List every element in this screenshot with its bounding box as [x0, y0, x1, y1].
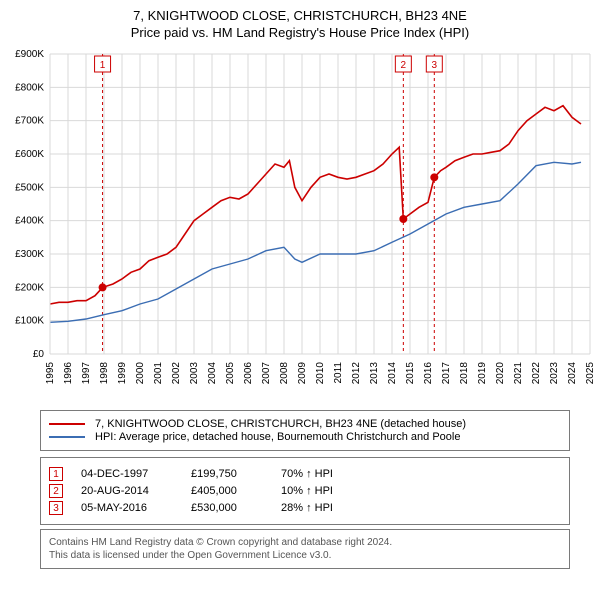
svg-text:£900K: £900K — [15, 49, 44, 60]
svg-text:1996: 1996 — [63, 362, 74, 385]
event-delta: 10% ↑ HPI — [281, 485, 333, 497]
svg-text:1999: 1999 — [117, 362, 128, 385]
page: 7, KNIGHTWOOD CLOSE, CHRISTCHURCH, BH23 … — [0, 0, 600, 569]
events-table: 1 04-DEC-1997£199,75070% ↑ HPI 2 20-AUG-201… — [40, 457, 570, 525]
svg-text:2006: 2006 — [243, 362, 254, 385]
svg-text:2019: 2019 — [477, 362, 488, 385]
svg-text:2015: 2015 — [405, 362, 416, 385]
event-delta: 28% ↑ HPI — [281, 502, 333, 514]
chart-svg: £0 £100K £200K £300K £400K £500K £600K £700K £80… — [0, 44, 600, 404]
event-price: £530,000 — [191, 502, 281, 514]
svg-text:£0: £0 — [33, 349, 45, 360]
event-price: £199,750 — [191, 468, 281, 480]
event-row: 2 20-AUG-2014£405,00010% ↑ HPI — [49, 484, 561, 498]
svg-text:2014: 2014 — [387, 362, 398, 385]
svg-text:2009: 2009 — [297, 362, 308, 385]
svg-text:2023: 2023 — [549, 362, 560, 385]
chart: £0 £100K £200K £300K £400K £500K £600K £700K £80… — [0, 44, 600, 404]
event-price: £405,000 — [191, 485, 281, 497]
svg-text:£200K: £200K — [15, 282, 44, 293]
svg-text:2001: 2001 — [153, 362, 164, 385]
event-marker: 3 — [49, 501, 63, 515]
svg-text:2013: 2013 — [369, 362, 380, 385]
legend-label: HPI: Average price, detached house, Bour… — [95, 431, 460, 443]
legend-label: 7, KNIGHTWOOD CLOSE, CHRISTCHURCH, BH23 … — [95, 418, 466, 430]
svg-text:£500K: £500K — [15, 182, 44, 193]
event-row: 3 05-MAY-2016£530,00028% ↑ HPI — [49, 501, 561, 515]
svg-text:£800K: £800K — [15, 82, 44, 93]
event-row: 1 04-DEC-1997£199,75070% ↑ HPI — [49, 467, 561, 481]
event-marker: 2 — [49, 484, 63, 498]
svg-text:2008: 2008 — [279, 362, 290, 385]
svg-text:1998: 1998 — [99, 362, 110, 385]
svg-text:£600K: £600K — [15, 149, 44, 160]
svg-text:2007: 2007 — [261, 362, 272, 385]
svg-text:2000: 2000 — [135, 362, 146, 385]
svg-text:£100K: £100K — [15, 316, 44, 327]
svg-text:£300K: £300K — [15, 249, 44, 260]
legend-swatch — [49, 436, 85, 438]
svg-text:2011: 2011 — [333, 362, 344, 384]
svg-text:2010: 2010 — [315, 362, 326, 385]
svg-text:£700K: £700K — [15, 116, 44, 127]
svg-text:1: 1 — [100, 60, 106, 71]
legend-row: HPI: Average price, detached house, Bour… — [49, 431, 561, 443]
svg-text:2021: 2021 — [513, 362, 524, 385]
svg-text:2004: 2004 — [207, 362, 218, 385]
svg-text:2002: 2002 — [171, 362, 182, 385]
event-date: 04-DEC-1997 — [81, 468, 191, 480]
svg-text:2017: 2017 — [441, 362, 452, 385]
svg-text:£400K: £400K — [15, 216, 44, 227]
event-delta: 70% ↑ HPI — [281, 468, 333, 480]
title-line2: Price paid vs. HM Land Registry's House … — [10, 25, 590, 40]
event-date: 20-AUG-2014 — [81, 485, 191, 497]
legend-row: 7, KNIGHTWOOD CLOSE, CHRISTCHURCH, BH23 … — [49, 418, 561, 430]
svg-text:1997: 1997 — [81, 362, 92, 385]
footer-line2: This data is licensed under the Open Gov… — [49, 549, 561, 562]
legend-swatch — [49, 423, 85, 425]
svg-text:2: 2 — [401, 60, 407, 71]
event-date: 05-MAY-2016 — [81, 502, 191, 514]
title-line1: 7, KNIGHTWOOD CLOSE, CHRISTCHURCH, BH23 … — [10, 8, 590, 23]
svg-text:2022: 2022 — [531, 362, 542, 385]
footer-line1: Contains HM Land Registry data © Crown c… — [49, 536, 561, 549]
svg-text:2018: 2018 — [459, 362, 470, 385]
event-marker: 1 — [49, 467, 63, 481]
svg-text:2025: 2025 — [585, 362, 596, 385]
svg-text:2020: 2020 — [495, 362, 506, 385]
svg-text:1995: 1995 — [45, 362, 56, 385]
title-block: 7, KNIGHTWOOD CLOSE, CHRISTCHURCH, BH23 … — [0, 0, 600, 44]
svg-text:3: 3 — [432, 60, 438, 71]
svg-text:2003: 2003 — [189, 362, 200, 385]
svg-text:2024: 2024 — [567, 362, 578, 385]
footer: Contains HM Land Registry data © Crown c… — [40, 529, 570, 569]
svg-text:2012: 2012 — [351, 362, 362, 385]
svg-text:2016: 2016 — [423, 362, 434, 385]
svg-text:2005: 2005 — [225, 362, 236, 385]
legend: 7, KNIGHTWOOD CLOSE, CHRISTCHURCH, BH23 … — [40, 410, 570, 451]
